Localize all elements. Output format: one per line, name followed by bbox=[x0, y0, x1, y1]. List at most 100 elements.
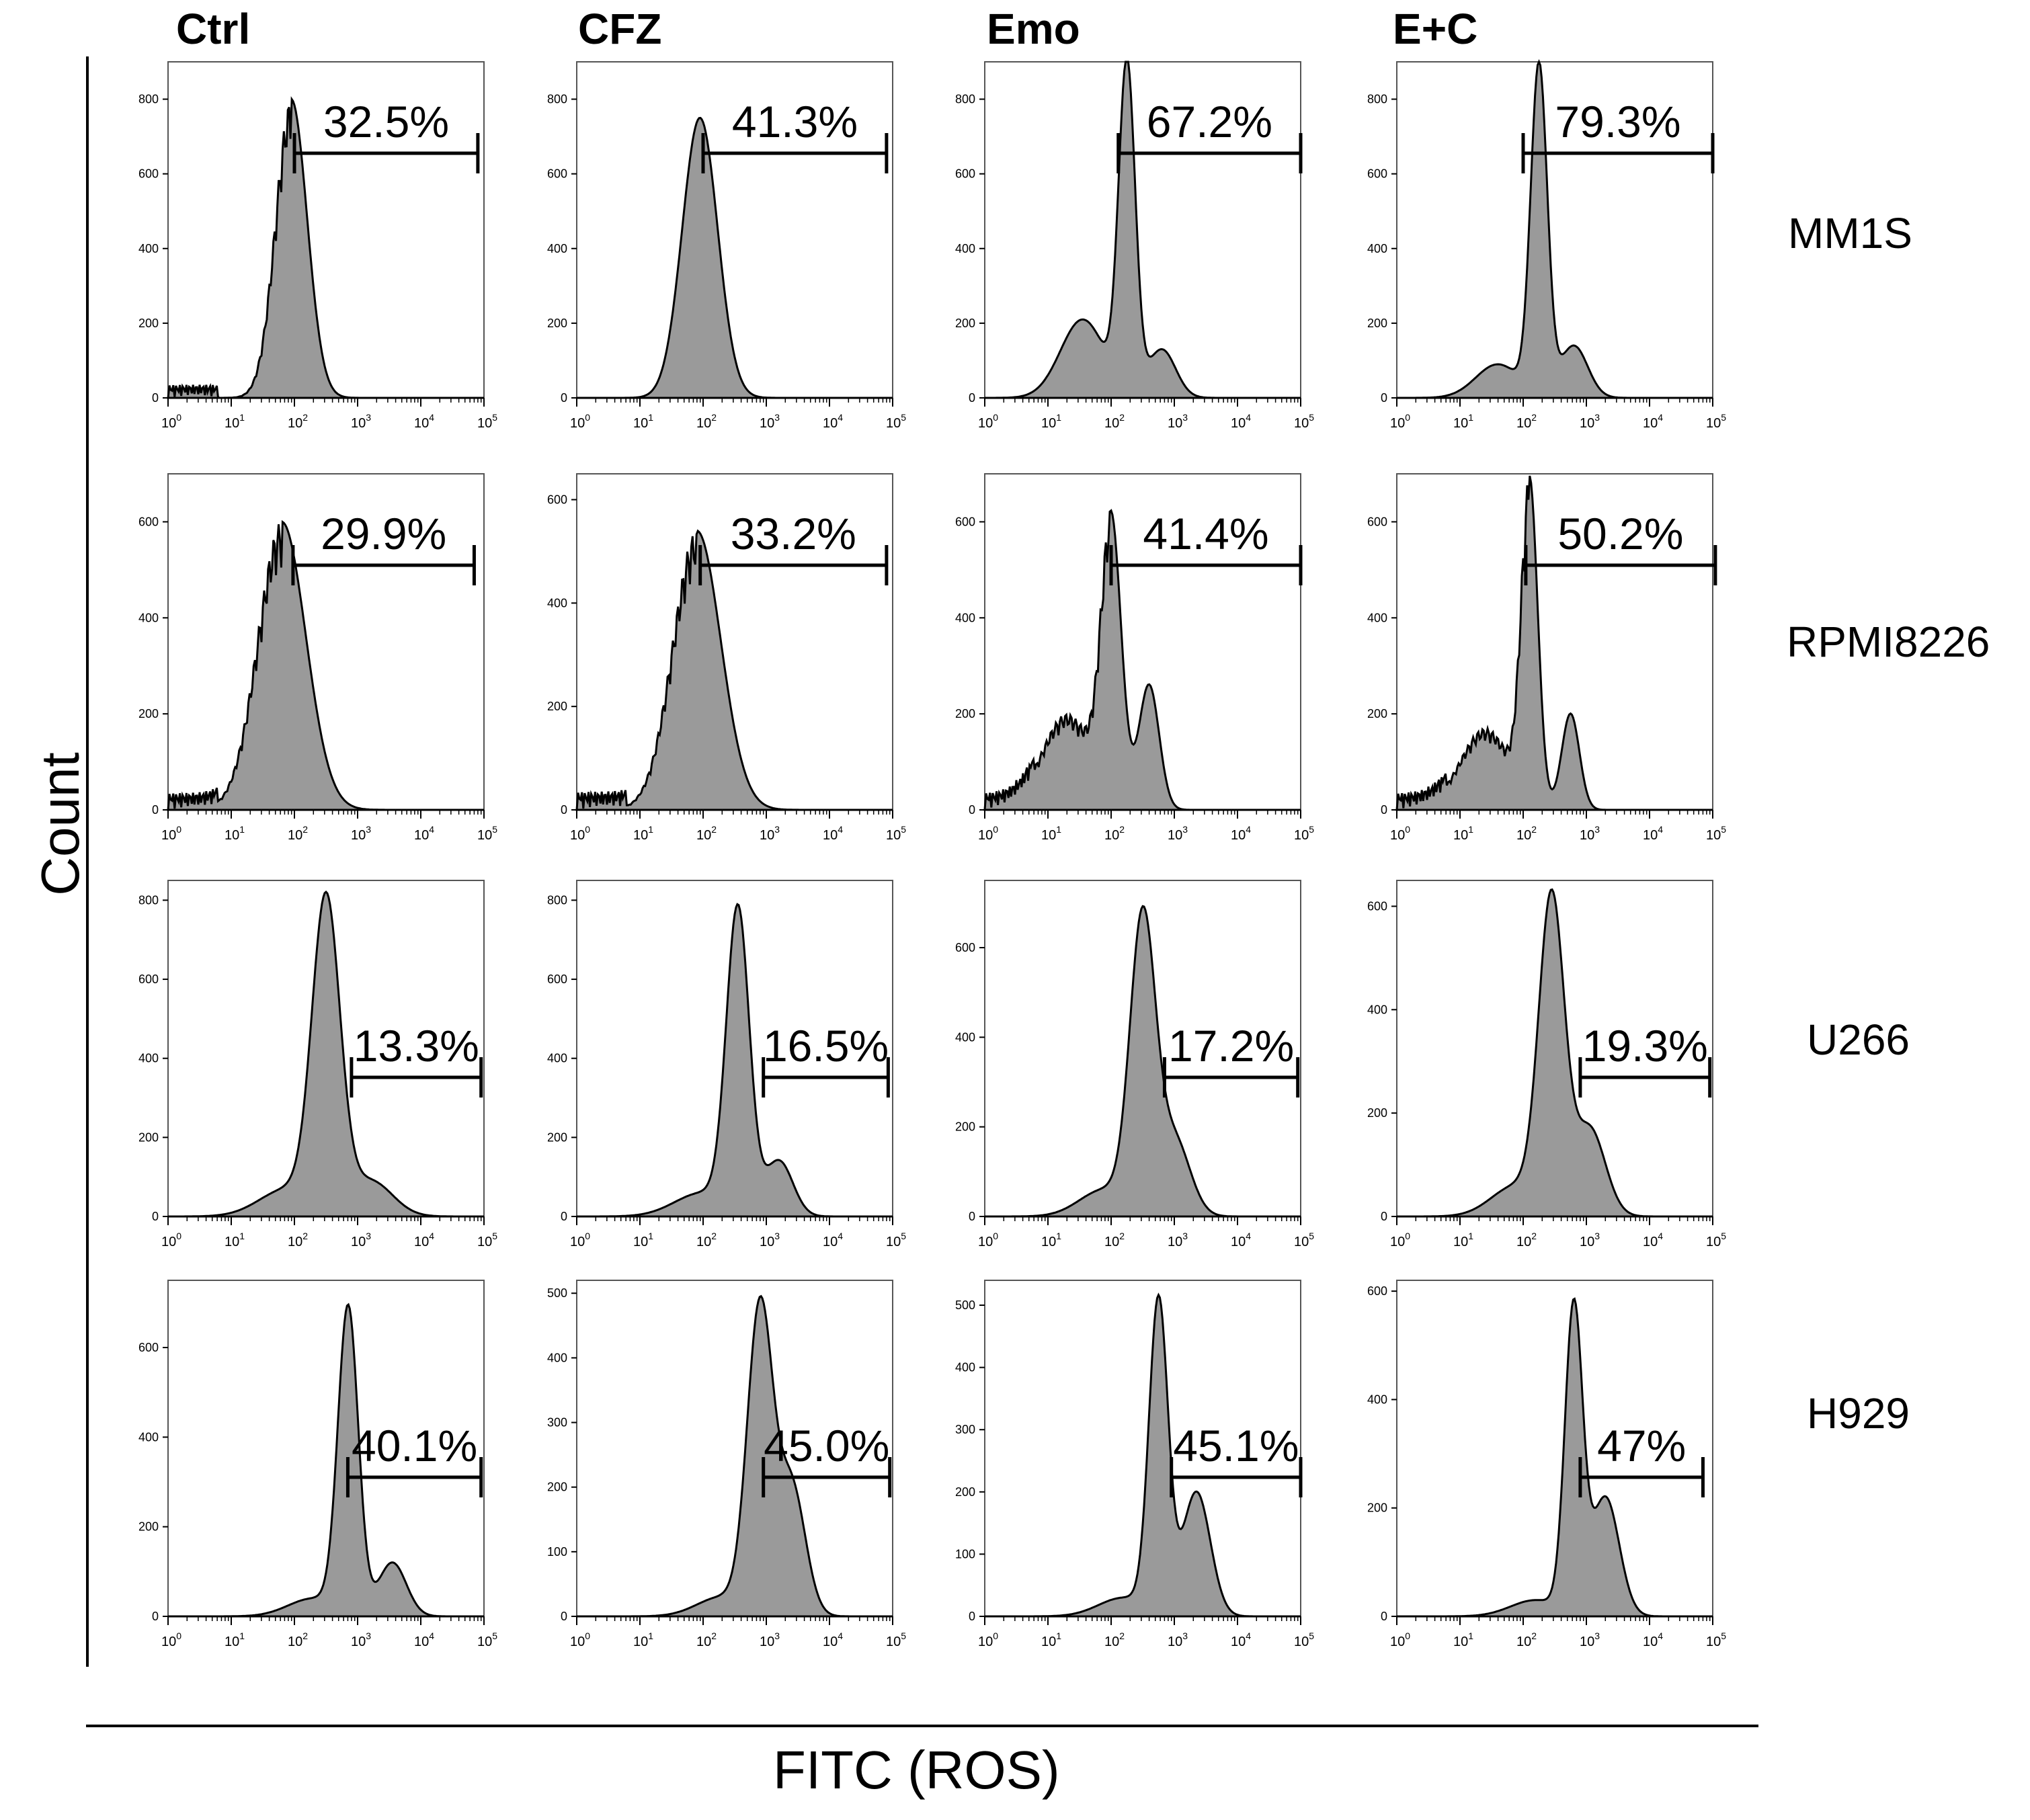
x-tick-label: 105 bbox=[1294, 1630, 1314, 1649]
x-tick-label: 105 bbox=[886, 1630, 906, 1649]
x-tick-label: 101 bbox=[1041, 1630, 1061, 1649]
x-tick-label: 105 bbox=[477, 1231, 497, 1249]
x-tick-label: 101 bbox=[225, 824, 245, 843]
histogram-area bbox=[168, 890, 484, 1218]
row-label-h929: H929 bbox=[1807, 1389, 1910, 1438]
x-tick-label: 100 bbox=[570, 1630, 590, 1649]
y-tick-label: 200 bbox=[547, 317, 567, 330]
x-tick-label: 103 bbox=[351, 1630, 371, 1649]
panel-rpmi8226-ctrl: 0 200 400 600 100 101 102 103 104 105 29.9% bbox=[138, 473, 497, 843]
x-tick-label: 105 bbox=[1706, 1231, 1726, 1249]
x-tick-label: 104 bbox=[1231, 1630, 1251, 1649]
x-tick-label: 104 bbox=[1643, 412, 1663, 431]
y-tick-label: 200 bbox=[138, 1130, 159, 1144]
x-tick-label: 103 bbox=[1580, 1630, 1600, 1649]
x-tick-label: 101 bbox=[633, 824, 653, 843]
x-tick-label: 101 bbox=[1041, 824, 1061, 843]
x-tick-label: 105 bbox=[1706, 824, 1726, 843]
y-tick-label: 0 bbox=[152, 391, 159, 405]
x-tick-label: 100 bbox=[1390, 1231, 1410, 1249]
x-tick-label: 101 bbox=[633, 412, 653, 431]
column-label-ctrl: Ctrl bbox=[176, 5, 251, 53]
histogram-area bbox=[985, 60, 1301, 399]
x-tick-label: 100 bbox=[1390, 1630, 1410, 1649]
panel-mm1s-e-c: 0 200 400 600 800 100 101 102 103 104 105 79.3% bbox=[1367, 59, 1726, 431]
panel-h929-e-c: 0 200 400 600 100 101 102 103 104 105 47% bbox=[1367, 1280, 1726, 1649]
panel-u266-emo: 0 200 400 600 100 101 102 103 104 105 17.2% bbox=[955, 880, 1314, 1249]
x-tick-label: 104 bbox=[823, 412, 843, 431]
x-tick-label: 104 bbox=[414, 1630, 434, 1649]
x-tick-label: 104 bbox=[823, 824, 843, 843]
x-tick-label: 101 bbox=[225, 412, 245, 431]
y-tick-label: 600 bbox=[547, 493, 567, 506]
x-tick-label: 105 bbox=[1294, 412, 1314, 431]
y-tick-label: 200 bbox=[955, 1485, 975, 1499]
x-tick-label: 101 bbox=[225, 1630, 245, 1649]
x-tick-label: 105 bbox=[477, 1630, 497, 1649]
x-tick-label: 101 bbox=[1453, 824, 1473, 843]
histogram-area bbox=[1397, 888, 1713, 1218]
row-label-u266: U266 bbox=[1807, 1016, 1910, 1064]
gate-percent-label: 33.2% bbox=[731, 509, 856, 559]
y-tick-label: 200 bbox=[547, 1481, 567, 1494]
x-tick-label: 105 bbox=[1294, 1231, 1314, 1249]
x-tick-label: 100 bbox=[978, 1630, 998, 1649]
x-tick-label: 102 bbox=[1516, 824, 1537, 843]
y-tick-label: 600 bbox=[1367, 515, 1387, 528]
x-tick-label: 104 bbox=[1231, 412, 1251, 431]
x-tick-label: 102 bbox=[1104, 412, 1125, 431]
panel-u266-cfz: 0 200 400 600 800 100 101 102 103 104 105 16.5% bbox=[547, 880, 906, 1249]
x-tick-label: 104 bbox=[414, 412, 434, 431]
gate-percent-label: 45.0% bbox=[764, 1421, 889, 1471]
x-tick-label: 100 bbox=[161, 412, 181, 431]
gate-percent-label: 45.1% bbox=[1173, 1421, 1299, 1471]
gate-percent-label: 67.2% bbox=[1147, 97, 1272, 147]
y-tick-label: 0 bbox=[561, 1610, 567, 1623]
histogram-area bbox=[167, 96, 484, 399]
gate-percent-label: 16.5% bbox=[763, 1021, 889, 1071]
y-tick-label: 400 bbox=[1367, 242, 1387, 255]
x-tick-label: 100 bbox=[570, 1231, 590, 1249]
x-tick-label: 101 bbox=[1041, 1231, 1061, 1249]
y-tick-label: 400 bbox=[1367, 1003, 1387, 1016]
y-tick-label: 400 bbox=[955, 1361, 975, 1374]
y-tick-label: 400 bbox=[138, 611, 159, 624]
x-tick-label: 101 bbox=[633, 1630, 653, 1649]
x-tick-label: 104 bbox=[1231, 824, 1251, 843]
x-tick-label: 103 bbox=[760, 1231, 780, 1249]
x-tick-label: 105 bbox=[1294, 824, 1314, 843]
y-tick-label: 300 bbox=[955, 1423, 975, 1436]
histogram-area bbox=[985, 905, 1301, 1218]
x-tick-label: 102 bbox=[696, 1231, 717, 1249]
x-tick-label: 100 bbox=[978, 412, 998, 431]
x-tick-label: 102 bbox=[288, 1630, 308, 1649]
y-tick-label: 0 bbox=[152, 803, 159, 817]
x-tick-label: 105 bbox=[886, 1231, 906, 1249]
x-tick-label: 103 bbox=[1168, 1630, 1188, 1649]
y-tick-label: 400 bbox=[955, 242, 975, 255]
x-tick-label: 105 bbox=[477, 824, 497, 843]
x-tick-label: 102 bbox=[1104, 1630, 1125, 1649]
y-tick-label: 0 bbox=[561, 803, 567, 817]
y-tick-label: 400 bbox=[138, 1052, 159, 1065]
panel-mm1s-ctrl: 0 200 400 600 800 100 101 102 103 104 105 32.5% bbox=[138, 61, 497, 431]
x-tick-label: 102 bbox=[288, 1231, 308, 1249]
y-tick-label: 0 bbox=[152, 1610, 159, 1623]
x-tick-label: 100 bbox=[1390, 412, 1410, 431]
y-tick-label: 600 bbox=[955, 941, 975, 954]
histogram-area bbox=[168, 1302, 484, 1618]
y-tick-label: 0 bbox=[1381, 1210, 1387, 1223]
histogram-area bbox=[1397, 59, 1713, 399]
x-tick-label: 105 bbox=[477, 412, 497, 431]
panel-rpmi8226-e-c: 0 200 400 600 100 101 102 103 104 105 50.2% bbox=[1367, 473, 1726, 843]
column-label-emo: Emo bbox=[987, 5, 1080, 53]
histogram-area bbox=[1397, 1297, 1713, 1618]
y-tick-label: 600 bbox=[955, 167, 975, 181]
x-tick-label: 104 bbox=[414, 1231, 434, 1249]
x-tick-label: 103 bbox=[760, 412, 780, 431]
x-tick-label: 101 bbox=[633, 1231, 653, 1249]
x-tick-label: 100 bbox=[570, 412, 590, 431]
x-tick-label: 102 bbox=[696, 412, 717, 431]
panel-u266-e-c: 0 200 400 600 100 101 102 103 104 105 19.3% bbox=[1367, 880, 1726, 1249]
